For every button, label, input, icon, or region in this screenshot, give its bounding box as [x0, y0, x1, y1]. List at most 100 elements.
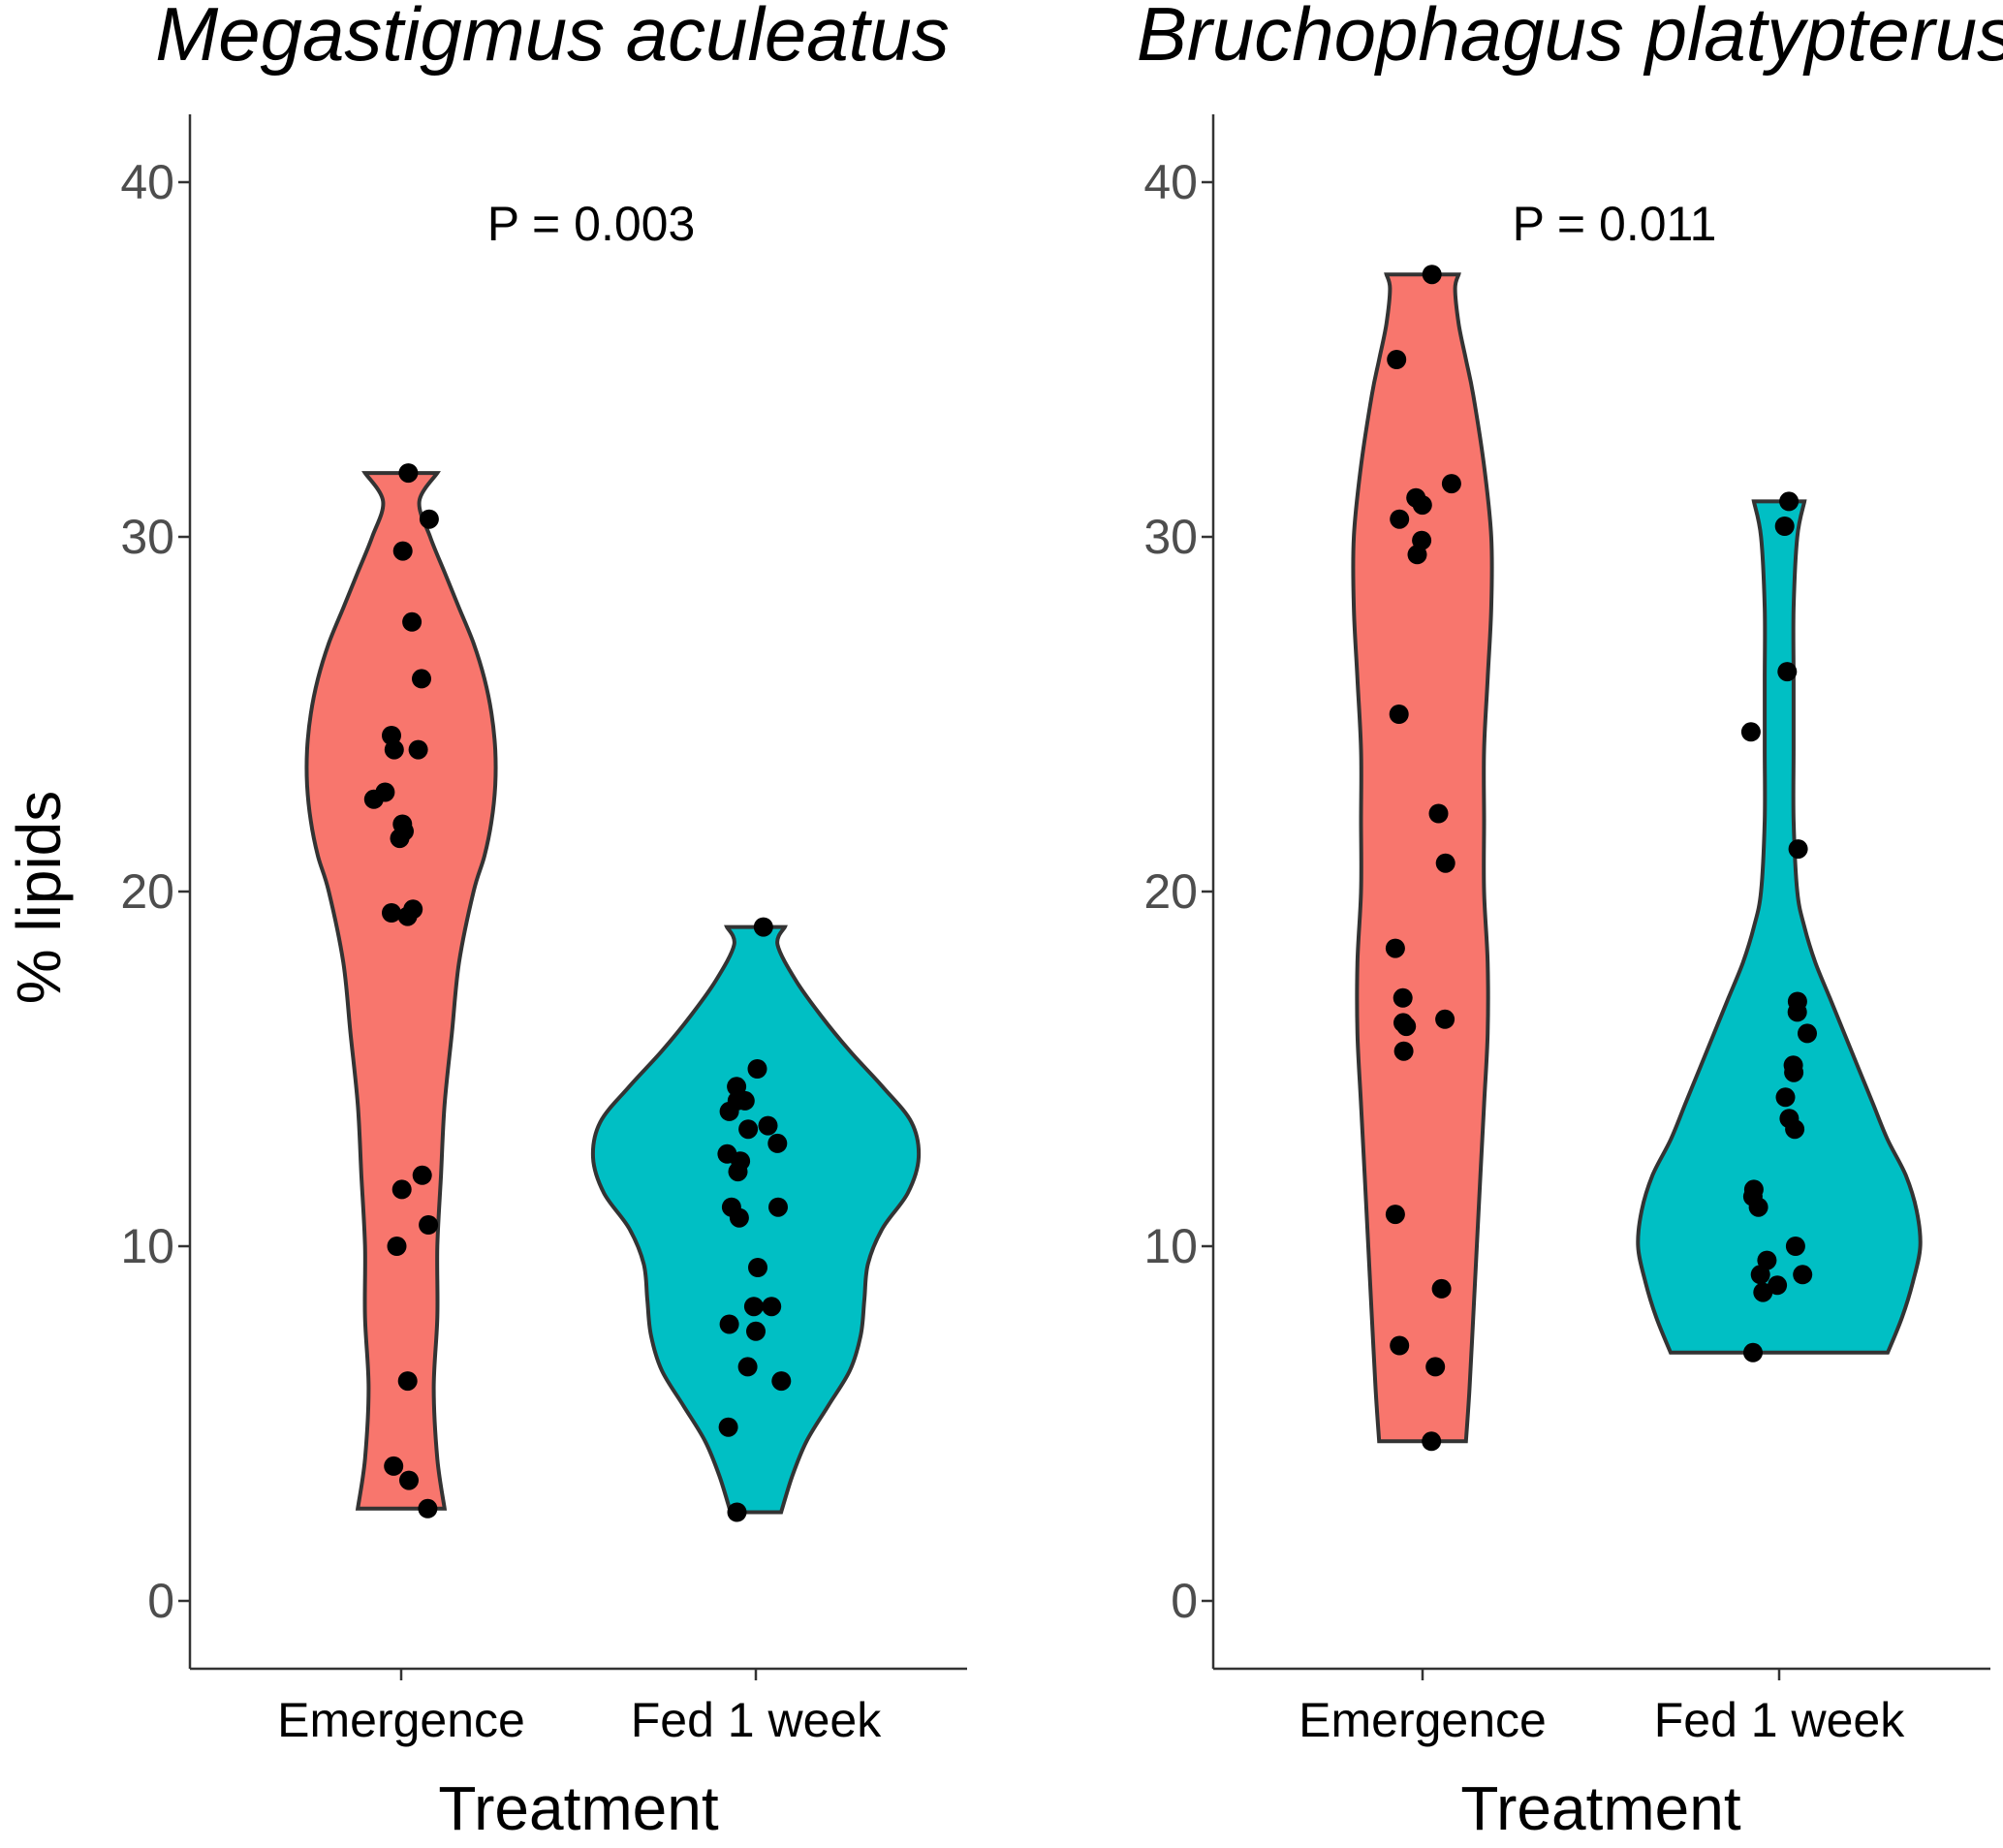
- data-point: [1441, 474, 1461, 494]
- y-tick-label: 0: [147, 1574, 174, 1628]
- x-tick-label: Fed 1 week: [631, 1693, 882, 1747]
- data-point: [748, 1258, 767, 1277]
- data-point: [1743, 1342, 1763, 1363]
- y-tick-label: 30: [1143, 510, 1198, 564]
- data-point: [1777, 662, 1798, 682]
- x-tick-label: Emergence: [1299, 1693, 1547, 1747]
- data-point: [1748, 1197, 1768, 1217]
- data-point: [1422, 1431, 1442, 1452]
- panel-megastigmus: Megastigmus aculeatus 0 10 20 30 40 P = 0.003 E…: [120, 0, 967, 1843]
- data-point: [392, 541, 413, 561]
- x-tick-label: Emergence: [277, 1693, 525, 1747]
- data-point: [391, 1179, 412, 1200]
- data-point: [397, 1371, 418, 1392]
- data-point: [1787, 1002, 1807, 1022]
- data-point: [1785, 1237, 1805, 1256]
- data-point: [767, 1133, 788, 1153]
- data-point: [419, 1215, 439, 1235]
- data-point: [1774, 517, 1795, 536]
- data-point: [398, 463, 419, 484]
- panel-bruchophagus: Bruchophagus platypterus 0 10 20 30 40 P = 0.0…: [1137, 0, 2003, 1843]
- data-point: [771, 1371, 792, 1392]
- data-point: [747, 1059, 767, 1079]
- data-point: [1390, 1335, 1410, 1356]
- data-point: [768, 1197, 788, 1217]
- data-point: [1412, 495, 1432, 516]
- data-point: [1425, 1357, 1446, 1377]
- data-point: [1740, 722, 1761, 742]
- data-point: [1387, 350, 1407, 369]
- data-point: [753, 917, 773, 937]
- x-axis-title: Treatment: [438, 1773, 719, 1843]
- data-point: [1422, 265, 1442, 285]
- data-point: [1779, 491, 1800, 512]
- y-tick-label: 30: [120, 510, 174, 564]
- data-point: [719, 1314, 739, 1334]
- data-point: [1393, 1041, 1414, 1061]
- y-tick-label: 40: [1143, 155, 1198, 209]
- data-point: [1768, 1275, 1788, 1296]
- data-point: [1393, 987, 1413, 1008]
- p-value-annotation: P = 0.003: [487, 197, 696, 251]
- panel-title: Megastigmus aculeatus: [155, 0, 949, 77]
- data-point: [1385, 1205, 1405, 1225]
- data-point: [746, 1321, 766, 1341]
- data-point: [419, 509, 439, 529]
- data-point: [399, 1470, 419, 1490]
- data-point: [412, 1165, 432, 1185]
- data-point: [1793, 1265, 1813, 1285]
- data-point: [1750, 1265, 1770, 1285]
- y-axis-title: % lipids: [4, 791, 74, 1005]
- data-point: [363, 789, 384, 809]
- data-point: [719, 1101, 739, 1121]
- data-point: [397, 906, 418, 926]
- data-point: [743, 1297, 764, 1317]
- data-point: [1431, 1278, 1452, 1299]
- data-point: [418, 1498, 438, 1519]
- data-point: [390, 829, 410, 849]
- data-point: [1385, 938, 1405, 958]
- data-point: [1389, 705, 1409, 724]
- violin-fed-1-week: [590, 924, 922, 1515]
- data-point: [402, 611, 423, 632]
- data-point: [738, 1119, 759, 1140]
- y-tick-label: 20: [1143, 864, 1198, 919]
- data-point: [727, 1077, 747, 1097]
- data-point: [1390, 509, 1410, 529]
- y-tick-label: 0: [1171, 1574, 1198, 1628]
- data-point: [758, 1115, 778, 1136]
- data-point: [728, 1162, 748, 1182]
- y-tick-label: 10: [1143, 1219, 1198, 1273]
- data-point: [762, 1297, 782, 1317]
- data-point: [737, 1357, 758, 1377]
- y-tick-label: 40: [120, 155, 174, 209]
- data-point: [1784, 1062, 1804, 1082]
- data-point: [1775, 1087, 1796, 1108]
- data-point: [412, 669, 431, 689]
- x-tick-label: Fed 1 week: [1654, 1693, 1905, 1747]
- x-axis-title: Treatment: [1460, 1773, 1741, 1843]
- data-point: [384, 1456, 404, 1476]
- p-value-annotation: P = 0.011: [1513, 197, 1717, 251]
- data-point: [727, 1502, 747, 1522]
- data-point: [382, 903, 401, 923]
- data-point: [1396, 1017, 1417, 1037]
- y-tick-label: 10: [120, 1219, 174, 1273]
- violin-emergence: [1351, 272, 1494, 1444]
- data-point: [384, 739, 404, 760]
- data-point: [1407, 545, 1427, 565]
- panel-title: Bruchophagus platypterus: [1137, 0, 2003, 77]
- data-point: [729, 1207, 749, 1228]
- data-point: [1435, 853, 1455, 873]
- data-point: [1788, 839, 1808, 860]
- data-point: [1785, 1119, 1805, 1140]
- data-point: [387, 1237, 407, 1256]
- data-point: [408, 739, 428, 760]
- data-point: [1798, 1023, 1817, 1044]
- y-tick-label: 20: [120, 864, 174, 919]
- data-point: [718, 1417, 738, 1437]
- data-point: [1753, 1282, 1773, 1302]
- violin-emergence: [304, 471, 498, 1511]
- violin-fed-1-week: [1636, 499, 1923, 1355]
